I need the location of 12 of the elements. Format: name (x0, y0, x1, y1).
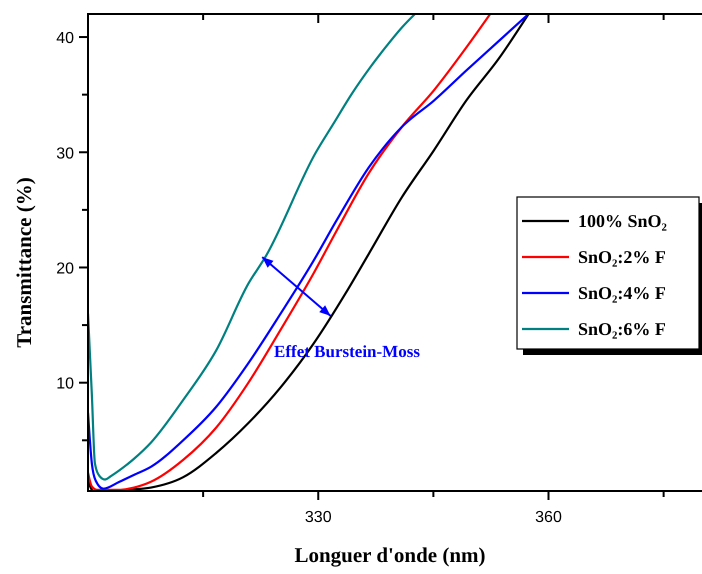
x-axis-title: Longuer d'onde (nm) (294, 543, 486, 567)
legend-label: SnO₂:6% F (578, 319, 666, 339)
legend-label: SnO₂:2% F (578, 247, 666, 267)
legend-label: SnO₂:4% F (578, 283, 666, 303)
y-axis-title: Transmittance (%) (12, 177, 36, 348)
legend-label: 100% SnO₂ (578, 211, 667, 231)
y-tick-label: 10 (56, 376, 74, 393)
x-tick-label: 330 (304, 509, 332, 526)
x-tick-label: 360 (535, 509, 562, 526)
y-tick-label: 40 (56, 30, 74, 48)
y-tick-label: 30 (56, 145, 74, 162)
y-tick-label: 20 (56, 260, 74, 278)
